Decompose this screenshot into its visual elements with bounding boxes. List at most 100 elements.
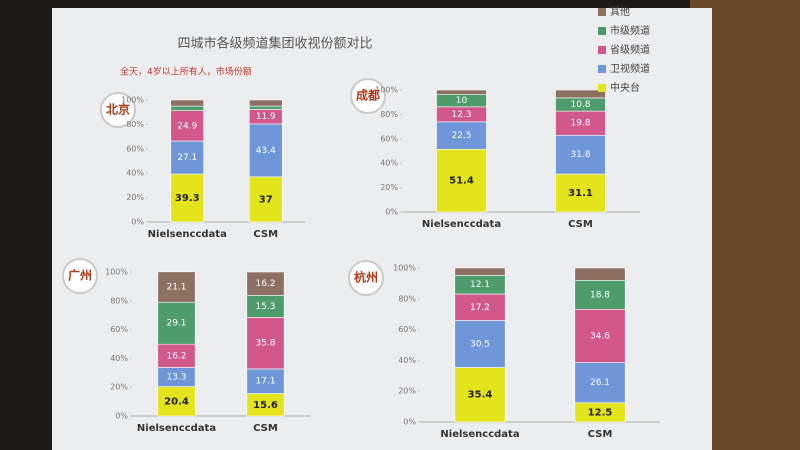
bar-segment [436, 148, 487, 213]
y-tick-label: 80% [380, 110, 398, 119]
y-tick-label: 40% [380, 159, 398, 168]
value-label: 43.4 [256, 146, 276, 156]
bar-segment [157, 271, 196, 303]
bar-segment [248, 105, 283, 110]
y-tick-label: 20% [126, 193, 144, 202]
city-badge [62, 258, 98, 294]
x-tick-label: CSM [568, 219, 593, 230]
bar-segment [170, 105, 205, 111]
legend-label: 其他 [610, 5, 630, 18]
bar-segment [555, 89, 606, 99]
value-label: 20.4 [164, 396, 189, 407]
value-label: 12.5 [588, 407, 613, 418]
bar-segment [574, 362, 626, 404]
value-label: 24.9 [177, 121, 197, 131]
city-name: 成都 [356, 88, 380, 103]
y-tick-label: 60% [126, 144, 144, 153]
slide-title: 四城市各级频道集团收视份额对比 [177, 36, 372, 52]
bar-segment [248, 176, 283, 223]
legend-swatch [598, 8, 606, 16]
bar-segment [170, 110, 205, 142]
value-label: 35.8 [255, 339, 275, 349]
x-tick-label: Nielsenccdata [148, 229, 227, 240]
x-tick-label: Nielsenccdata [422, 219, 501, 230]
y-tick-label: 20% [110, 383, 128, 392]
bar-segment [170, 99, 205, 107]
x-tick-label: Nielsenccdata [137, 423, 216, 434]
y-tick-label: 40% [110, 354, 128, 363]
y-tick-label: 100% [121, 96, 144, 105]
bar-segment [555, 134, 606, 175]
value-label: 31.8 [570, 150, 590, 160]
bar-segment [555, 173, 606, 213]
legend-swatch [598, 27, 606, 35]
value-label: 31.1 [568, 188, 593, 199]
bar-segment [248, 123, 283, 178]
y-tick-label: 60% [398, 325, 416, 334]
x-tick-label: Nielsenccdata [440, 429, 519, 440]
y-tick-label: 0% [385, 208, 398, 217]
city-name: 广州 [68, 268, 92, 283]
value-label: 21.1 [166, 283, 186, 293]
value-label: 26.1 [590, 378, 610, 388]
y-tick-label: 20% [380, 183, 398, 192]
y-tick-label: 20% [398, 387, 416, 396]
value-label: 13.3 [166, 373, 186, 383]
bar-segment [246, 271, 285, 296]
legend-label: 中央台 [610, 81, 640, 94]
slide-subtitle: 全天，4岁以上所有人，市场份额 [120, 66, 252, 78]
city-badge [100, 92, 136, 128]
bar-segment [436, 89, 487, 95]
value-label: 34.6 [590, 331, 610, 341]
value-label: 18.8 [590, 290, 610, 300]
value-label: 30.5 [470, 339, 490, 349]
y-tick-label: 40% [398, 356, 416, 365]
y-tick-label: 80% [110, 296, 128, 305]
city-badge [348, 260, 384, 296]
bar-segment [574, 267, 626, 281]
bar-segment [574, 308, 626, 363]
y-tick-label: 0% [115, 412, 128, 421]
value-label: 39.3 [175, 193, 200, 204]
city-name: 杭州 [354, 270, 378, 285]
x-tick-label: CSM [253, 229, 278, 240]
bar-segment [454, 267, 506, 276]
y-tick-label: 0% [131, 218, 144, 227]
value-label: 10 [456, 96, 468, 106]
y-tick-label: 60% [380, 134, 398, 143]
y-tick-label: 60% [110, 325, 128, 334]
bar-segment [454, 367, 506, 423]
value-label: 19.8 [570, 119, 590, 129]
city-name: 北京 [106, 102, 130, 117]
legend-swatch [598, 84, 606, 92]
bar-segment [246, 317, 285, 370]
value-label: 27.1 [177, 153, 197, 163]
y-tick-label: 100% [393, 264, 416, 273]
x-tick-label: CSM [588, 429, 613, 440]
y-tick-label: 80% [126, 120, 144, 129]
bar-segment [574, 280, 626, 310]
value-label: 11.9 [256, 112, 276, 122]
legend-swatch [598, 65, 606, 73]
value-label: 37 [259, 194, 273, 205]
bar-segment [454, 320, 506, 368]
bar-segment [248, 99, 283, 107]
value-label: 12.1 [470, 280, 490, 290]
y-tick-label: 100% [105, 268, 128, 277]
value-label: 15.6 [253, 400, 278, 411]
y-tick-label: 80% [398, 294, 416, 303]
value-label: 12.3 [451, 110, 471, 120]
value-label: 22.5 [451, 131, 471, 141]
value-label: 35.4 [468, 390, 493, 401]
y-tick-label: 40% [126, 169, 144, 178]
value-label: 29.1 [166, 319, 186, 329]
value-label: 17.1 [255, 377, 275, 387]
value-label: 51.4 [449, 176, 474, 187]
value-label: 15.3 [255, 302, 275, 312]
bar-segment [454, 293, 506, 321]
value-label: 10.8 [570, 100, 590, 110]
y-tick-label: 100% [375, 86, 398, 95]
city-badge [350, 78, 386, 114]
